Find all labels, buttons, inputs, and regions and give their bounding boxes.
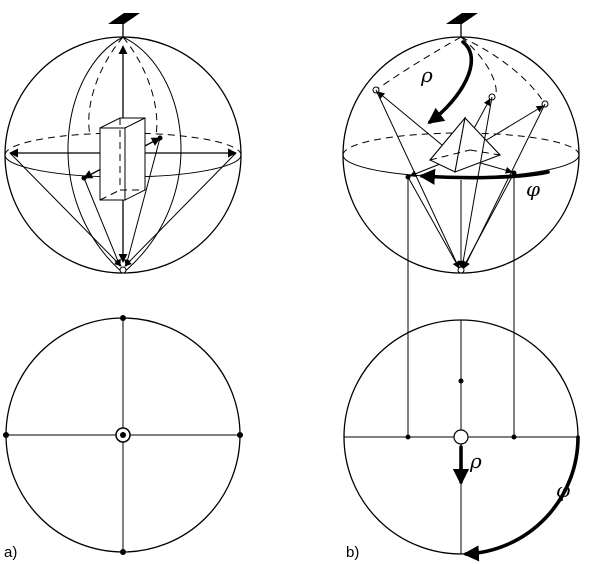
phi-label-sphere: φ: [526, 177, 540, 201]
projected-pole-right: [511, 434, 517, 440]
crystal-block: [99, 117, 146, 201]
projection-plane: [108, 13, 140, 24]
rho-label-sphere: ρ: [420, 63, 433, 87]
normal-1: [377, 91, 449, 151]
panel-b-label: b): [346, 544, 359, 561]
phi-arc-sphere: [418, 168, 550, 185]
rho-label-projection: ρ: [469, 449, 482, 473]
phi-label-projection: φ: [556, 478, 570, 502]
meridian-back-left: [375, 36, 462, 91]
crystal-pyramid: [428, 116, 502, 173]
meridian-front-left: [67, 36, 124, 274]
point-back: [157, 135, 163, 141]
proj-ray-2: [459, 96, 493, 269]
pole-east: [237, 432, 243, 438]
rho-arc-sphere: [427, 40, 474, 124]
proj-ray-4: [407, 176, 460, 269]
pole-west: [3, 432, 9, 438]
sphere-b: ρ φ: [342, 13, 580, 274]
proj-ray-1: [375, 89, 460, 269]
meridian-back-left: [88, 36, 124, 136]
phi-arc-projection: [462, 435, 580, 562]
pole-center: [120, 432, 126, 438]
point-front: [81, 175, 87, 181]
ray-front: [83, 177, 121, 267]
meridian-back-right: [122, 36, 158, 136]
proj-ray-5: [462, 172, 515, 269]
projected-pole-left: [405, 434, 411, 440]
ray-back: [124, 137, 161, 267]
projected-pole-upper: [458, 378, 464, 384]
projection-circle-a: [3, 315, 243, 555]
sphere-a: [4, 13, 242, 274]
projection-circle-b: ρ φ: [343, 319, 580, 562]
south-pole-point: [119, 266, 127, 274]
projection-plane: [446, 13, 478, 24]
south-pole-point: [457, 266, 465, 274]
meridian-back-far-right: [460, 36, 546, 105]
pole-south: [120, 549, 126, 555]
meridian-front-right: [122, 36, 182, 274]
ray-west: [9, 152, 122, 267]
projection-center: [453, 429, 469, 445]
panel-a: a): [3, 13, 243, 561]
ray-east: [124, 152, 237, 267]
pole-north: [120, 315, 126, 321]
panel-a-label: a): [4, 544, 17, 561]
panel-b: ρ φ ρ φ b): [342, 13, 580, 562]
